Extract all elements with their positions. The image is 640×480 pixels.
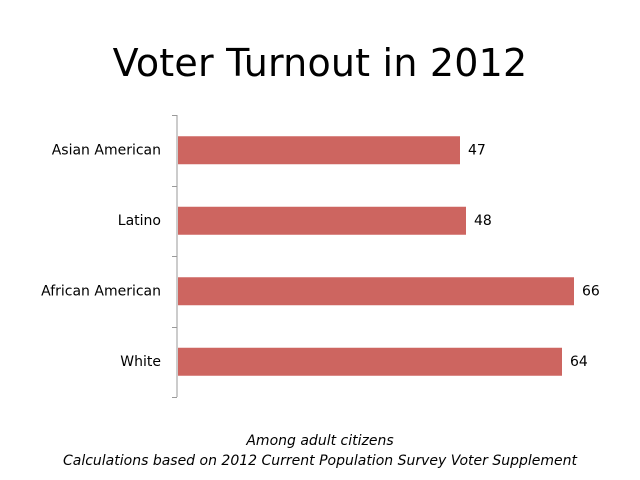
caption-source: Calculations based on 2012 Current Popul… — [62, 453, 578, 469]
category-label: White — [120, 354, 161, 370]
data-label: 66 — [582, 283, 600, 299]
chart-title: Voter Turnout in 2012 — [112, 41, 528, 85]
category-label: Asian American — [52, 142, 161, 158]
bar-asian-american — [178, 136, 460, 165]
caption-population: Among adult citizens — [246, 433, 394, 449]
bar-african-american — [178, 277, 574, 306]
bar-latino — [178, 206, 466, 235]
data-label: 64 — [570, 354, 588, 370]
data-label: 48 — [474, 213, 492, 229]
data-label: 47 — [468, 142, 486, 158]
category-label: Latino — [118, 213, 161, 229]
bar-white — [178, 347, 562, 376]
category-label: African American — [41, 283, 161, 299]
